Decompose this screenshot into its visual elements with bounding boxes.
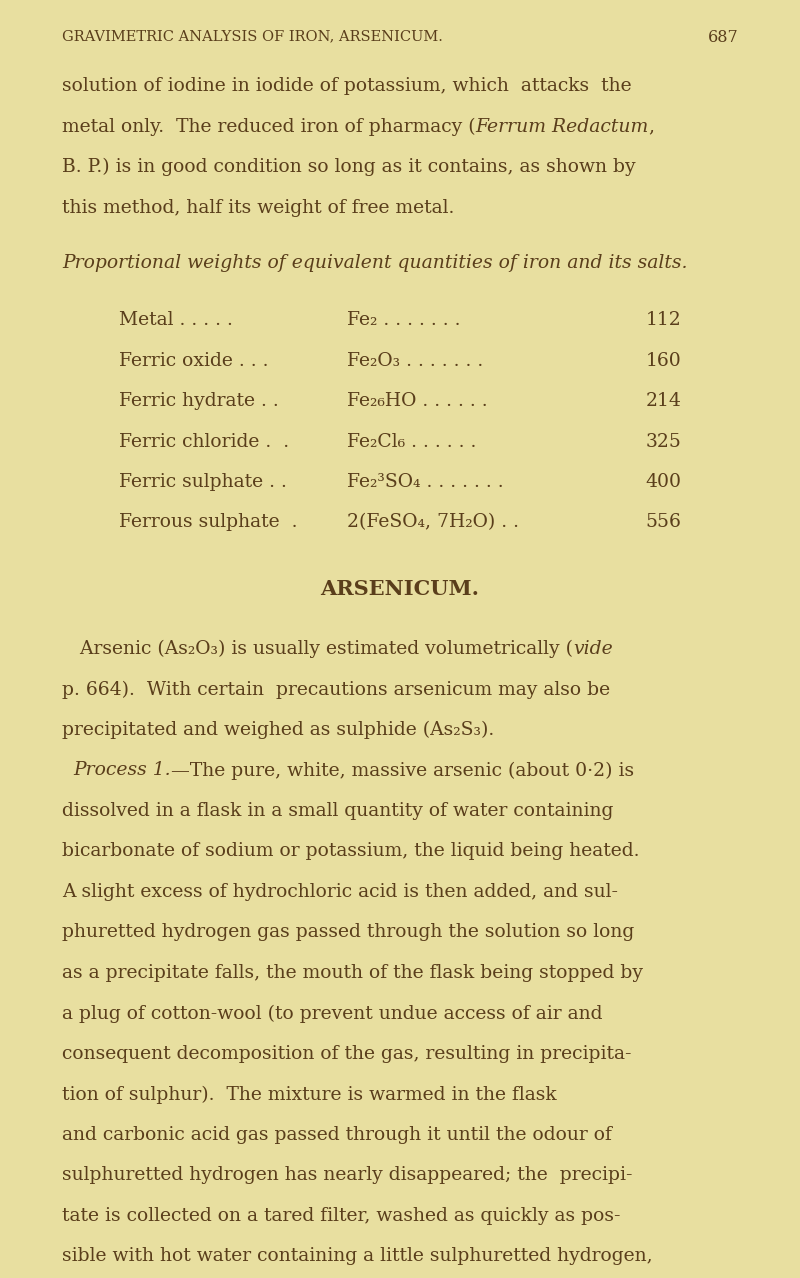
Text: tate is collected on a tared filter, washed as quickly as pos-: tate is collected on a tared filter, was… <box>62 1206 620 1224</box>
Text: Fe₂ . . . . . . .: Fe₂ . . . . . . . <box>347 311 460 328</box>
Text: B. P.) is in good condition so long as it contains, as shown by: B. P.) is in good condition so long as i… <box>62 158 635 176</box>
Text: a plug of cotton-wool (to prevent undue access of air and: a plug of cotton-wool (to prevent undue … <box>62 1005 602 1022</box>
Text: Ferrous sulphate  .: Ferrous sulphate . <box>118 514 298 532</box>
Text: phuretted hydrogen gas passed through the solution so long: phuretted hydrogen gas passed through th… <box>62 924 634 942</box>
Text: Fe₂Cl₆ . . . . . .: Fe₂Cl₆ . . . . . . <box>347 432 476 451</box>
Text: 325: 325 <box>646 432 682 451</box>
Text: ARSENICUM.: ARSENICUM. <box>321 579 479 599</box>
Text: Proportional weights of equivalent quantities of iron and its salts.: Proportional weights of equivalent quant… <box>62 254 687 272</box>
Text: solution of iodine in iodide of potassium, which  attacks  the: solution of iodine in iodide of potassiu… <box>62 77 631 96</box>
Text: Metal . . . . .: Metal . . . . . <box>118 311 233 328</box>
Text: Ferrum Redactum: Ferrum Redactum <box>475 118 649 135</box>
Text: dissolved in a flask in a small quantity of water containing: dissolved in a flask in a small quantity… <box>62 803 613 820</box>
Text: sible with hot water containing a little sulphuretted hydrogen,: sible with hot water containing a little… <box>62 1247 653 1265</box>
Text: 687: 687 <box>707 29 738 46</box>
Text: 214: 214 <box>646 392 682 410</box>
Text: Ferric chloride .  .: Ferric chloride . . <box>118 432 289 451</box>
Text: Arsenic (As₂O₃) is usually estimated volumetrically (: Arsenic (As₂O₃) is usually estimated vol… <box>62 640 573 658</box>
Text: this method, half its weight of free metal.: this method, half its weight of free met… <box>62 198 454 217</box>
Text: Fe₂₆HO . . . . . .: Fe₂₆HO . . . . . . <box>347 392 487 410</box>
Text: 160: 160 <box>646 351 682 369</box>
Text: 112: 112 <box>646 311 682 328</box>
Text: 556: 556 <box>646 514 682 532</box>
Text: Fe₂³SO₄ . . . . . . .: Fe₂³SO₄ . . . . . . . <box>347 473 503 491</box>
Text: GRAVIMETRIC ANALYSIS OF IRON, ARSENICUM.: GRAVIMETRIC ANALYSIS OF IRON, ARSENICUM. <box>62 29 442 43</box>
Text: ,: , <box>649 118 654 135</box>
Text: vide: vide <box>573 640 613 658</box>
Text: 2(FeSO₄, 7H₂O) . .: 2(FeSO₄, 7H₂O) . . <box>347 514 518 532</box>
Text: A slight excess of hydrochloric acid is then added, and sul-: A slight excess of hydrochloric acid is … <box>62 883 618 901</box>
Text: precipitated and weighed as sulphide (As₂S₃).: precipitated and weighed as sulphide (As… <box>62 721 494 739</box>
Text: bicarbonate of sodium or potassium, the liquid being heated.: bicarbonate of sodium or potassium, the … <box>62 842 639 860</box>
Text: sulphuretted hydrogen has nearly disappeared; the  precipi-: sulphuretted hydrogen has nearly disappe… <box>62 1167 632 1185</box>
Text: consequent decomposition of the gas, resulting in precipita-: consequent decomposition of the gas, res… <box>62 1045 631 1063</box>
Text: 400: 400 <box>646 473 682 491</box>
Text: —The pure, white, massive arsenic (about 0·2) is: —The pure, white, massive arsenic (about… <box>171 762 634 780</box>
Text: Ferric oxide . . .: Ferric oxide . . . <box>118 351 268 369</box>
Text: Ferric sulphate . .: Ferric sulphate . . <box>118 473 286 491</box>
Text: Fe₂O₃ . . . . . . .: Fe₂O₃ . . . . . . . <box>347 351 483 369</box>
Text: tion of sulphur).  The mixture is warmed in the flask: tion of sulphur). The mixture is warmed … <box>62 1085 557 1104</box>
Text: Process 1.: Process 1. <box>74 762 171 780</box>
Text: metal only.  The reduced iron of pharmacy (: metal only. The reduced iron of pharmacy… <box>62 118 475 135</box>
Text: as a precipitate falls, the mouth of the flask being stopped by: as a precipitate falls, the mouth of the… <box>62 964 643 982</box>
Text: Ferric hydrate . .: Ferric hydrate . . <box>118 392 278 410</box>
Text: p. 664).  With certain  precautions arsenicum may also be: p. 664). With certain precautions arseni… <box>62 680 610 699</box>
Text: and carbonic acid gas passed through it until the odour of: and carbonic acid gas passed through it … <box>62 1126 612 1144</box>
